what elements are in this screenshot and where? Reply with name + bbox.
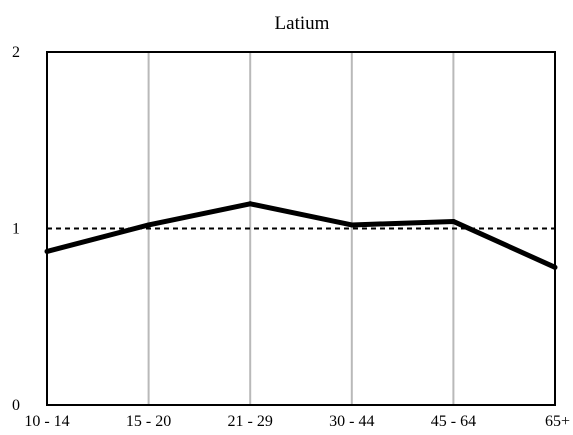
x-tick-label: 45 - 64 — [431, 413, 476, 430]
data-point-3 — [247, 201, 253, 207]
y-tick-label: 0 — [12, 397, 20, 414]
series-line — [46, 201, 557, 270]
data-point-4 — [349, 222, 355, 228]
x-tick-label: 21 - 29 — [228, 413, 273, 430]
plot-frame — [46, 51, 556, 406]
chart-title: Latium — [275, 13, 330, 34]
y-tick-label: 2 — [12, 44, 20, 61]
x-tick-label: 10 - 14 — [24, 413, 69, 430]
x-tick-label: 30 - 44 — [329, 413, 374, 430]
x-tick-label: 15 - 20 — [126, 413, 171, 430]
y-axis: 0 1 2 — [12, 44, 20, 414]
data-point-2 — [146, 222, 152, 228]
y-tick-label: 1 — [12, 221, 20, 238]
data-point-5 — [450, 218, 456, 224]
x-axis: 10 - 14 15 - 20 21 - 29 30 - 44 45 - 64 65+ — [24, 413, 570, 430]
x-tick-label: 65+ — [545, 413, 570, 430]
